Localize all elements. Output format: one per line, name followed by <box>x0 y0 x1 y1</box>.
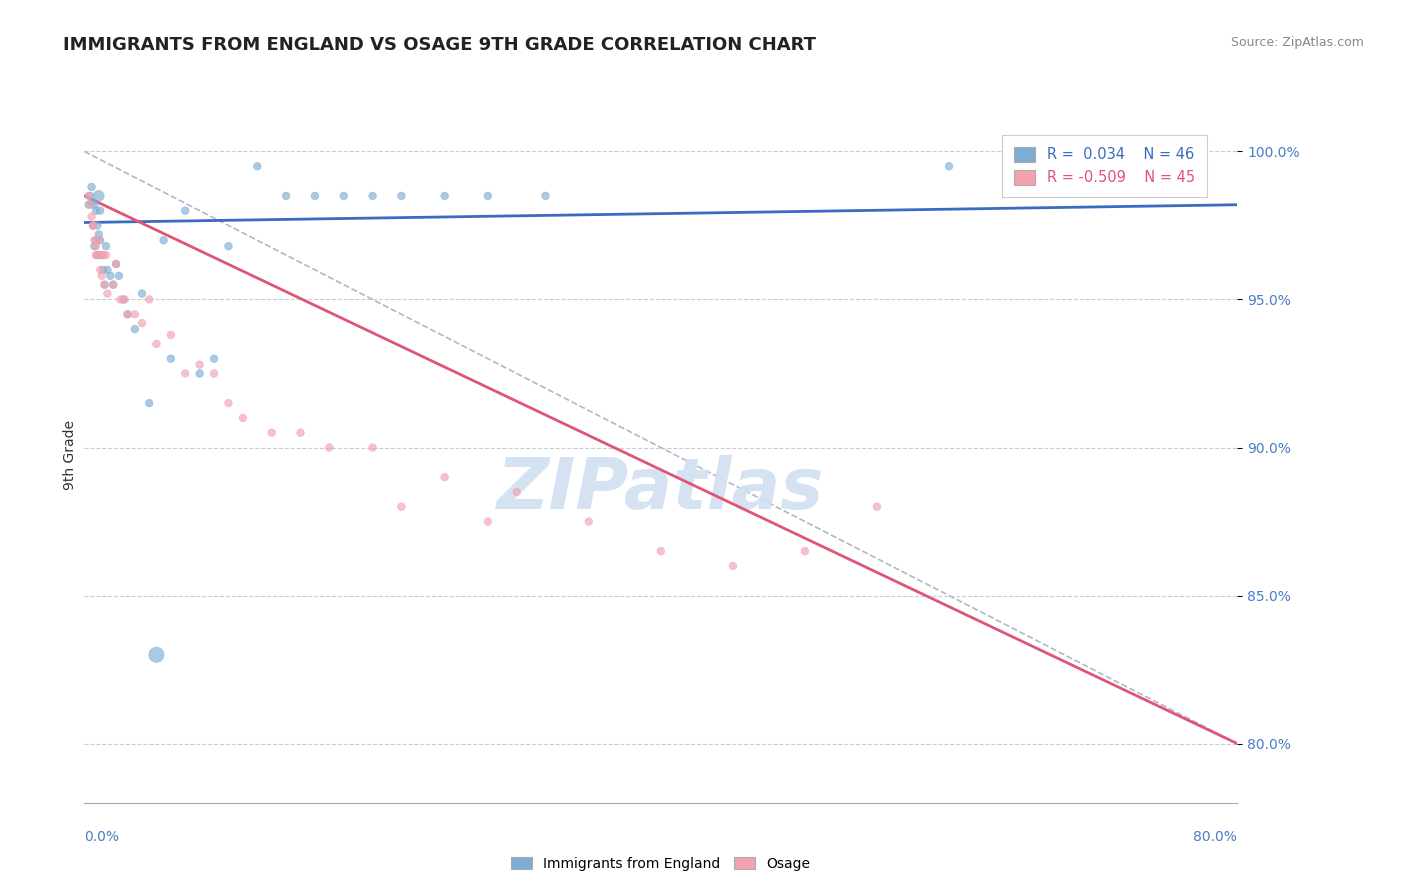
Point <box>477 515 499 529</box>
Point <box>108 268 131 283</box>
Point <box>98 268 121 283</box>
Point <box>93 277 115 292</box>
Point <box>84 239 107 253</box>
Point <box>232 411 254 425</box>
Point <box>94 248 117 262</box>
Point <box>506 484 529 499</box>
Point <box>202 367 225 381</box>
Point <box>938 159 960 173</box>
Point <box>87 227 110 242</box>
Point <box>260 425 283 440</box>
Text: IMMIGRANTS FROM ENGLAND VS OSAGE 9TH GRADE CORRELATION CHART: IMMIGRANTS FROM ENGLAND VS OSAGE 9TH GRA… <box>63 36 817 54</box>
Point <box>89 263 111 277</box>
Point <box>87 248 110 262</box>
Point <box>117 307 139 321</box>
Point <box>218 396 240 410</box>
Point <box>114 293 136 307</box>
Point <box>534 189 557 203</box>
Point <box>246 159 269 173</box>
Point <box>152 233 174 247</box>
Point <box>84 203 107 218</box>
Legend: Immigrants from England, Osage: Immigrants from England, Osage <box>506 851 815 876</box>
Point <box>131 286 153 301</box>
Point <box>477 189 499 203</box>
Point <box>79 189 101 203</box>
Point <box>318 441 340 455</box>
Point <box>112 293 135 307</box>
Point <box>276 189 298 203</box>
Text: 80.0%: 80.0% <box>1194 830 1237 844</box>
Point <box>794 544 817 558</box>
Point <box>174 203 197 218</box>
Point <box>145 337 167 351</box>
Point <box>77 198 100 212</box>
Point <box>87 233 110 247</box>
Point <box>86 248 108 262</box>
Point <box>82 219 104 233</box>
Point <box>91 263 114 277</box>
Point <box>96 263 118 277</box>
Point <box>361 441 384 455</box>
Text: ZIPatlas: ZIPatlas <box>498 455 824 524</box>
Point <box>202 351 225 366</box>
Point <box>89 233 111 247</box>
Text: Source: ZipAtlas.com: Source: ZipAtlas.com <box>1230 36 1364 49</box>
Point <box>391 189 413 203</box>
Point <box>84 233 107 247</box>
Point <box>160 328 183 343</box>
Point <box>90 248 112 262</box>
Point <box>80 194 103 209</box>
Point <box>89 203 111 218</box>
Point <box>83 239 105 253</box>
Y-axis label: 9th Grade: 9th Grade <box>63 420 77 490</box>
Point <box>188 367 211 381</box>
Point <box>83 233 105 247</box>
Point <box>578 515 600 529</box>
Point <box>124 322 146 336</box>
Point <box>188 358 211 372</box>
Point <box>94 239 117 253</box>
Point <box>79 198 101 212</box>
Point <box>80 180 103 194</box>
Point <box>145 648 167 662</box>
Point <box>124 307 146 321</box>
Point <box>391 500 413 514</box>
Point <box>77 189 100 203</box>
Point <box>93 277 115 292</box>
Point <box>721 558 744 573</box>
Point <box>433 470 456 484</box>
Point <box>90 268 112 283</box>
Point <box>103 277 124 292</box>
Point <box>82 219 104 233</box>
Point <box>650 544 672 558</box>
Point <box>87 189 110 203</box>
Point <box>91 248 114 262</box>
Point <box>86 248 108 262</box>
Point <box>86 219 108 233</box>
Point <box>110 293 132 307</box>
Point <box>82 219 104 233</box>
Point <box>138 396 160 410</box>
Point <box>160 351 183 366</box>
Text: 0.0%: 0.0% <box>84 830 120 844</box>
Point <box>131 316 153 330</box>
Point <box>84 248 107 262</box>
Point <box>174 367 197 381</box>
Point <box>304 189 326 203</box>
Point <box>105 257 128 271</box>
Point <box>103 277 124 292</box>
Point <box>105 257 128 271</box>
Point <box>218 239 240 253</box>
Point <box>80 210 103 224</box>
Point <box>83 198 105 212</box>
Point <box>361 189 384 203</box>
Legend: R =  0.034    N = 46, R = -0.509    N = 45: R = 0.034 N = 46, R = -0.509 N = 45 <box>1002 136 1206 196</box>
Point <box>333 189 356 203</box>
Point <box>117 307 139 321</box>
Point <box>866 500 889 514</box>
Point <box>433 189 456 203</box>
Point <box>290 425 312 440</box>
Point <box>138 293 160 307</box>
Point <box>96 286 118 301</box>
